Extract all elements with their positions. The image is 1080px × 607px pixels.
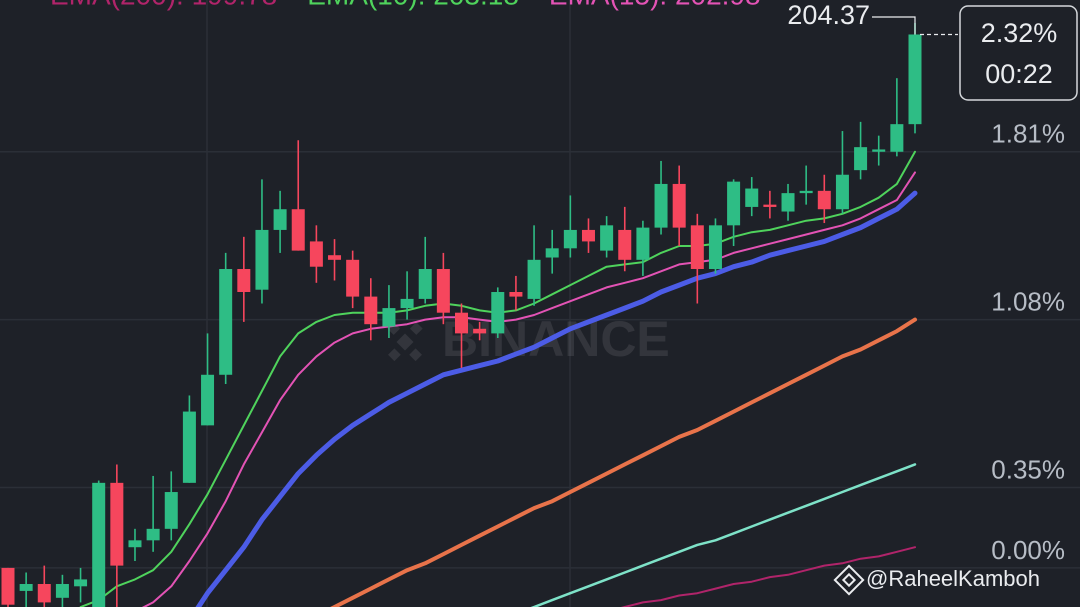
- candle-body: [92, 482, 106, 607]
- grid: 1.81% 1.08% 0.35% 0.00%: [0, 119, 1080, 569]
- candle-body: [745, 188, 759, 207]
- candle-body: [346, 259, 360, 297]
- candle-body: [219, 269, 233, 375]
- candle-body: [418, 269, 432, 299]
- candle-body: [455, 312, 468, 334]
- legend-entry: EMA(10): 203.18: [307, 0, 519, 10]
- candle-body: [581, 229, 595, 242]
- price-box: [959, 5, 1078, 101]
- candle-body: [890, 124, 904, 152]
- y-tick-label: 1.08%: [991, 286, 1065, 316]
- candle-body: [672, 183, 686, 228]
- candle-body: [110, 482, 124, 566]
- ema-line: [141, 171, 916, 607]
- candle-body: [545, 248, 559, 258]
- candle-body: [55, 584, 69, 598]
- candle-body: [618, 229, 632, 260]
- ema-line: [195, 190, 918, 607]
- candle-body: [781, 193, 795, 212]
- candle-body: [291, 209, 305, 251]
- candle-body: [563, 229, 577, 249]
- legend-entry: EMA(15): 202.98: [549, 0, 761, 10]
- candle-body: [727, 181, 741, 226]
- candle-body: [835, 174, 849, 210]
- candle-body: [436, 269, 450, 313]
- candle-body: [382, 308, 396, 327]
- candle-body: [400, 298, 414, 309]
- price-overlay: 204.37 2.32% 00:22: [787, 0, 1078, 101]
- legend: EMA(200): 199.78 EMA(10): 203.18 EMA(15): …: [50, 0, 761, 10]
- candle-body: [19, 584, 33, 591]
- candle-body: [182, 411, 196, 483]
- candle-body: [237, 269, 251, 293]
- candle-body: [164, 492, 178, 529]
- candles: [1, 22, 922, 607]
- ema-line: [620, 546, 916, 607]
- candle-body: [1, 567, 15, 605]
- ema-line: [330, 317, 917, 607]
- current-price: 204.37: [787, 0, 870, 30]
- candle-body: [817, 190, 831, 210]
- price-leader: [872, 16, 916, 35]
- y-tick-label: 0.00%: [991, 535, 1065, 565]
- indicator-lines: [79, 150, 918, 607]
- candle-body: [600, 225, 614, 251]
- ema-line: [530, 463, 917, 607]
- candle-body: [146, 528, 160, 541]
- candle-body: [37, 584, 51, 603]
- candle-body: [201, 374, 215, 426]
- candle-body: [328, 255, 342, 260]
- candle-body: [708, 225, 722, 270]
- candle-body: [273, 209, 287, 230]
- candle-body: [309, 241, 323, 267]
- candle-body: [908, 34, 922, 125]
- candle-body: [509, 292, 523, 297]
- candle-body: [872, 149, 886, 152]
- candle-body: [255, 229, 269, 290]
- y-tick-label: 0.35%: [991, 454, 1065, 484]
- countdown: 00:22: [985, 59, 1053, 89]
- candle-body: [491, 292, 505, 334]
- y-tick-label: 1.81%: [991, 119, 1065, 149]
- candle-body: [527, 259, 541, 299]
- candle-body: [854, 147, 868, 171]
- candle-body: [473, 328, 487, 334]
- candle-body: [763, 204, 777, 207]
- candle-body: [636, 227, 650, 260]
- legend-entry: EMA(200): 199.78: [50, 0, 277, 10]
- candle-body: [799, 190, 813, 194]
- change-label: 2.32%: [981, 18, 1058, 48]
- candle-body: [690, 225, 704, 270]
- candle-body: [654, 183, 668, 228]
- candle-body: [74, 579, 88, 587]
- credit-text: @RaheelKamboh: [866, 566, 1040, 591]
- candle-body: [364, 296, 378, 325]
- candle-body: [128, 540, 142, 548]
- credit: @RaheelKamboh: [833, 564, 1040, 596]
